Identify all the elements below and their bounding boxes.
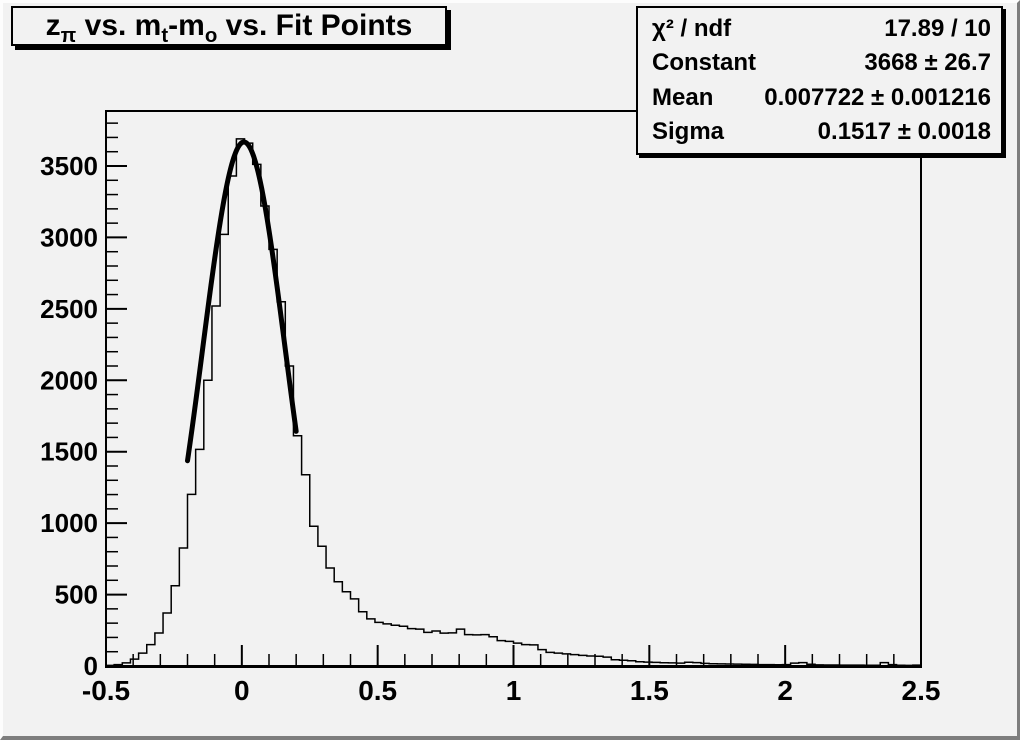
gaussian-fit-curve bbox=[185, 139, 299, 464]
fit-stats-box: χ² / ndf 17.89 / 10 Constant 3668 ± 26.7… bbox=[636, 6, 1003, 155]
histogram-title-box: zπ vs. mt-mo vs. Fit Points bbox=[11, 6, 447, 46]
x-tick-label: -0.5 bbox=[82, 675, 130, 706]
stats-row-sigma: Sigma 0.1517 ± 0.0018 bbox=[638, 118, 1001, 146]
y-tick-label: 3500 bbox=[40, 151, 98, 181]
y-tick-label: 500 bbox=[55, 580, 98, 610]
histogram-title: zπ vs. mt-mo vs. Fit Points bbox=[45, 9, 413, 47]
y-tick-label: 2500 bbox=[40, 294, 98, 324]
stats-row-mean: Mean 0.007722 ± 0.001216 bbox=[638, 84, 1001, 112]
x-tick-label: 1.5 bbox=[630, 675, 669, 706]
y-tick-label: 1500 bbox=[40, 437, 98, 467]
histogram-svg: -0.5 0 0.5 1 1.5 2 2.5050010001500200025003000… bbox=[40, 110, 941, 706]
stats-chi2-label: χ² / ndf bbox=[652, 15, 732, 43]
y-tick-label: 2000 bbox=[40, 365, 98, 395]
y-tick-label: 1000 bbox=[40, 508, 98, 538]
stats-sigma-label: Sigma bbox=[652, 117, 725, 145]
x-tick-label: 2 bbox=[777, 675, 793, 706]
histogram-step-line bbox=[105, 138, 922, 667]
stats-mean-value: 0.007722 ± 0.001216 bbox=[764, 83, 991, 111]
x-tick-label: 0 bbox=[234, 675, 250, 706]
stats-row-constant: Constant 3668 ± 26.7 bbox=[638, 49, 1001, 77]
x-tick-label: 0.5 bbox=[358, 675, 397, 706]
stats-constant-label: Constant bbox=[652, 49, 756, 77]
stats-sigma-value: 0.1517 ± 0.0018 bbox=[817, 117, 991, 145]
stats-constant-value: 3668 ± 26.7 bbox=[864, 49, 991, 77]
stats-row-chi2: χ² / ndf 17.89 / 10 bbox=[638, 15, 1001, 43]
y-tick-label: 3000 bbox=[40, 222, 98, 252]
stats-mean-label: Mean bbox=[652, 83, 714, 111]
y-tick-label: 0 bbox=[84, 651, 98, 681]
x-tick-label: 2.5 bbox=[902, 675, 941, 706]
x-tick-label: 1 bbox=[506, 675, 522, 706]
stats-chi2-value: 17.89 / 10 bbox=[884, 15, 991, 43]
